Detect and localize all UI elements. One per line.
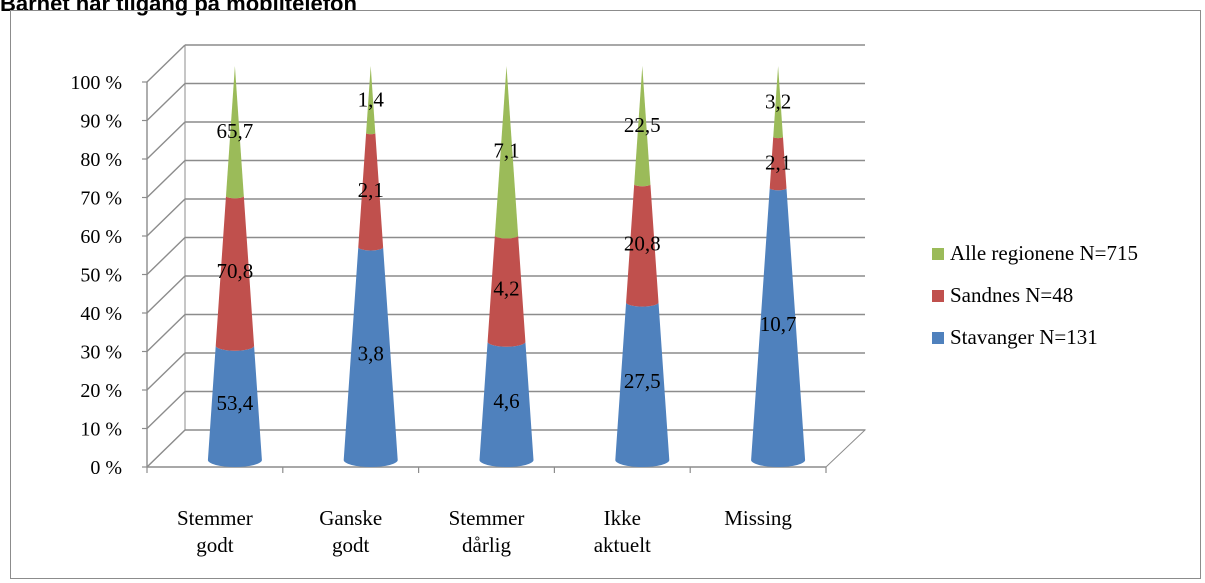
- data-label: 1,4: [358, 87, 385, 111]
- data-labels: 53,4 70,8 65,7 3,8 2,1 1,4 4,6 4,2 7,1 27,5 20,8 22…: [217, 87, 797, 414]
- cone-segment: [634, 66, 651, 187]
- page-heading: Barnet har tilgang på mobiltelefon: [0, 0, 357, 16]
- cone-segment: [225, 66, 244, 199]
- y-tick-label: 100 %: [70, 72, 122, 94]
- gridline-side: [146, 390, 186, 430]
- data-label: 65,7: [217, 119, 254, 143]
- data-label: 70,8: [217, 259, 254, 283]
- y-tick-label: 40 %: [80, 303, 122, 325]
- legend-label: Alle regionene N=715: [950, 241, 1138, 265]
- x-tick-label: dårlig: [462, 533, 511, 557]
- data-label: 20,8: [624, 231, 661, 255]
- cone-segment: [366, 66, 376, 135]
- x-tick-label: godt: [332, 533, 370, 557]
- y-tick-label: 20 %: [80, 380, 122, 402]
- data-label: 22,5: [624, 113, 661, 137]
- gridline-side: [146, 275, 186, 314]
- gridline-side: [146, 159, 186, 199]
- data-label: 7,1: [493, 139, 519, 163]
- cone-segment: [615, 302, 670, 467]
- legend-label: Stavanger N=131: [950, 325, 1098, 349]
- cone-segment: [343, 247, 398, 467]
- gridline-side: [146, 429, 186, 468]
- data-label: 10,7: [760, 312, 797, 336]
- legend: Alle regionene N=715 Sandnes N=48 Stavange…: [932, 241, 1138, 349]
- legend-label: Sandnes N=48: [950, 283, 1073, 307]
- data-label: 27,5: [624, 369, 661, 393]
- y-tick-label: 30 %: [80, 342, 122, 364]
- data-label: 3,8: [358, 342, 384, 366]
- data-label: 3,2: [765, 89, 791, 113]
- data-label: 4,2: [493, 277, 519, 301]
- cone-segment: [494, 66, 519, 239]
- x-tick-label: aktuelt: [594, 533, 651, 557]
- x-tick-label: Missing: [724, 506, 792, 530]
- cone-segment: [479, 341, 534, 467]
- cone-segment: [751, 188, 806, 467]
- chart-frame: [10, 10, 1201, 579]
- legend-swatch: [932, 332, 944, 344]
- y-tick-label: 50 %: [80, 265, 122, 287]
- data-label: 4,6: [493, 389, 519, 413]
- cone-segment: [215, 196, 255, 351]
- data-label: 2,1: [358, 178, 384, 202]
- x-tick-label: Stemmer: [449, 506, 525, 530]
- x-tick-label: Stemmer: [177, 506, 253, 530]
- gridline-side: [146, 236, 186, 276]
- y-tick-label: 60 %: [80, 226, 122, 248]
- gridline-side: [146, 313, 186, 353]
- cone-segment: [358, 132, 384, 251]
- x-tick-label: Ikke: [604, 506, 641, 530]
- cone-segment: [487, 235, 526, 347]
- cone-segment: [773, 66, 783, 139]
- gridline-side: [146, 198, 186, 237]
- cone-segment: [769, 136, 787, 191]
- data-label: 2,1: [765, 151, 791, 175]
- x-tick-label: godt: [196, 533, 234, 557]
- gridline-side: [146, 82, 186, 122]
- gridlines: [146, 44, 865, 468]
- gridline-side: [146, 121, 186, 160]
- legend-swatch: [932, 248, 944, 260]
- y-tick-label: 80 %: [80, 149, 122, 171]
- cone-segment: [207, 345, 262, 467]
- y-tick-label: 70 %: [80, 188, 122, 210]
- cone-segment: [626, 184, 659, 307]
- cones: [207, 66, 806, 467]
- legend-swatch: [932, 290, 944, 302]
- gridline-side: [146, 44, 186, 83]
- data-label: 53,4: [217, 391, 254, 415]
- y-tick-label: 0 %: [90, 457, 122, 479]
- gridline-side: [146, 352, 186, 391]
- y-tick-label: 10 %: [80, 419, 122, 441]
- y-tick-label: 90 %: [80, 111, 122, 133]
- axes: 0 % 10 % 20 % 30 % 40 % 50 % 60 % 70 % 80 % 90 % 1…: [70, 72, 827, 557]
- x-tick-label: Ganske: [319, 506, 382, 530]
